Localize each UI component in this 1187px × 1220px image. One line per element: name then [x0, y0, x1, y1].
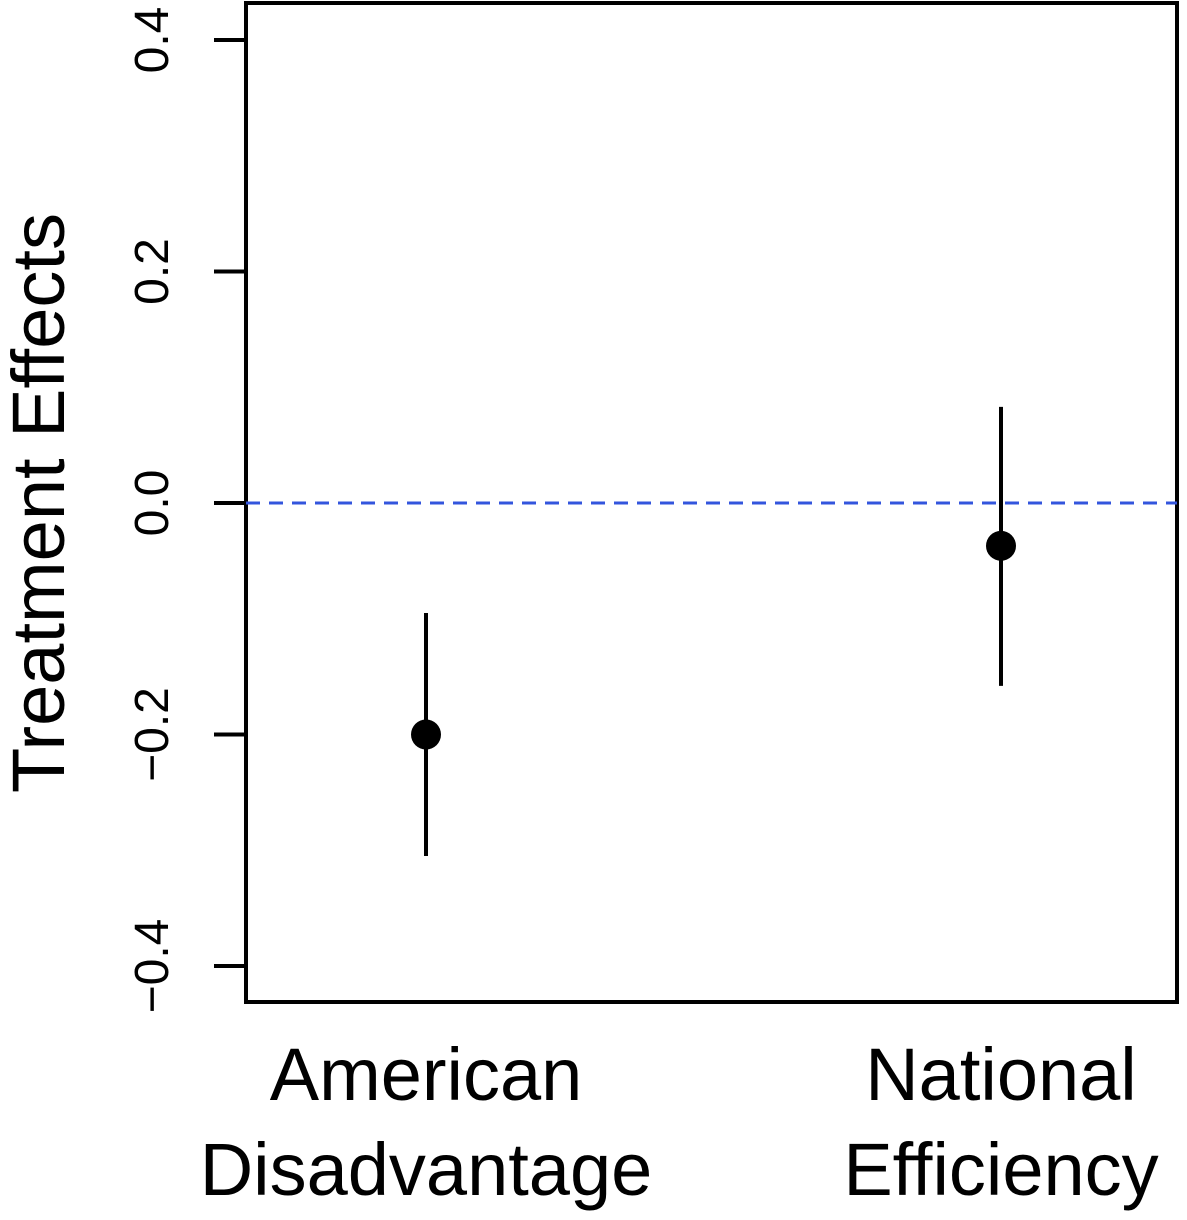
- category-label: Efficiency: [843, 1128, 1158, 1211]
- y-tick-label: 0.0: [126, 470, 179, 537]
- point-estimate: [986, 530, 1016, 561]
- y-axis-title: Treatment Effects: [0, 213, 80, 793]
- y-tick-label: −0.4: [126, 919, 179, 1014]
- category-label: Disadvantage: [200, 1128, 653, 1211]
- y-tick-label: −0.2: [126, 687, 179, 782]
- y-tick-label: 0.4: [126, 7, 179, 74]
- category-label: American: [270, 1033, 583, 1116]
- category-label: National: [865, 1033, 1137, 1116]
- point-estimate: [411, 719, 441, 750]
- y-tick-label: 0.2: [126, 238, 179, 305]
